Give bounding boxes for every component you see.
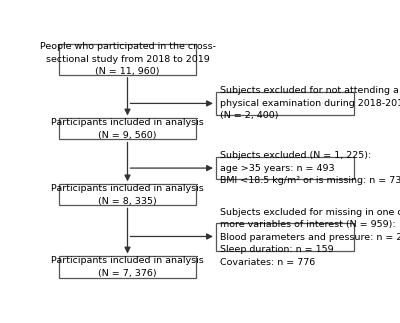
FancyBboxPatch shape [216, 92, 354, 115]
FancyBboxPatch shape [216, 223, 354, 251]
FancyBboxPatch shape [59, 44, 196, 75]
Text: Participants included in analysis
(N = 9, 560): Participants included in analysis (N = 9… [51, 118, 204, 140]
FancyBboxPatch shape [59, 184, 196, 205]
Text: Subjects excluded for missing in one or
more variables of interest (N = 959):
Bl: Subjects excluded for missing in one or … [220, 208, 400, 266]
FancyBboxPatch shape [59, 118, 196, 140]
FancyBboxPatch shape [216, 157, 354, 179]
FancyBboxPatch shape [59, 256, 196, 277]
Text: Participants included in analysis
(N = 8, 335): Participants included in analysis (N = 8… [51, 184, 204, 205]
Text: People who participated in the cross-
sectional study from 2018 to 2019
(N = 11,: People who participated in the cross- se… [40, 42, 216, 76]
Text: Subjects excluded for not attending a
physical examination during 2018-2019
(N =: Subjects excluded for not attending a ph… [220, 87, 400, 120]
Text: Subjects excluded (N = 1, 225):
age >35 years: n = 493
BMI <18.5 kg/m² or is mis: Subjects excluded (N = 1, 225): age >35 … [220, 151, 400, 185]
Text: Participants included in analysis
(N = 7, 376): Participants included in analysis (N = 7… [51, 256, 204, 278]
